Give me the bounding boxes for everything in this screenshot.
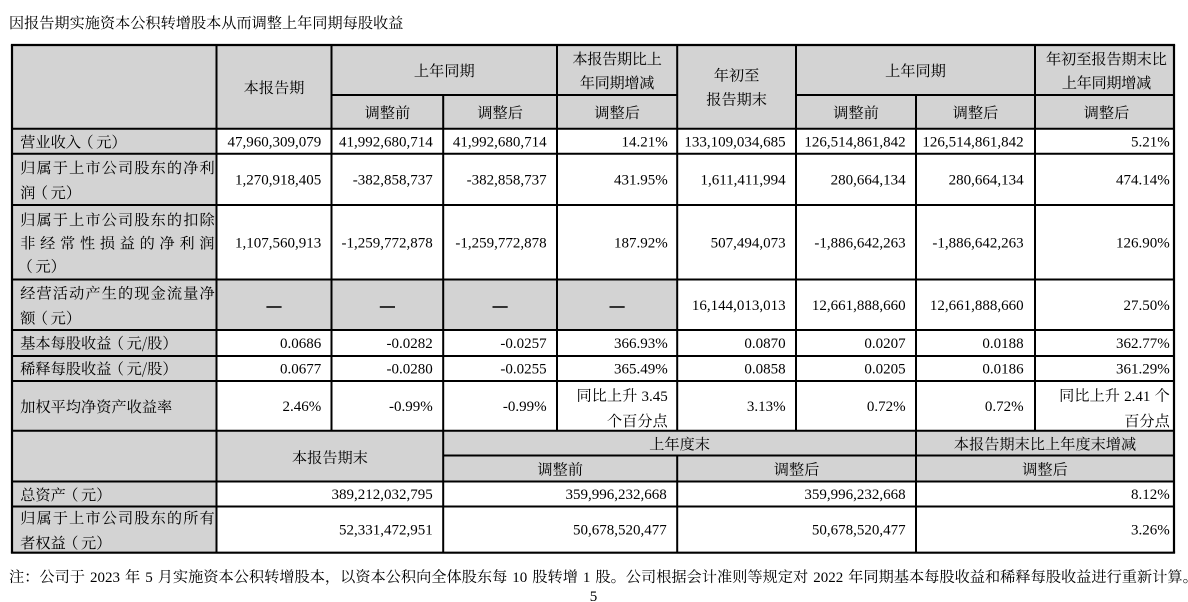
- svg-text:2.41: 2.41: [1124, 389, 1150, 405]
- svg-text:41,992,680,714: 41,992,680,714: [453, 134, 547, 150]
- svg-text:52,331,472,951: 52,331,472,951: [339, 523, 433, 539]
- svg-text:0.0858: 0.0858: [744, 362, 785, 378]
- svg-text:0.0186: 0.0186: [982, 362, 1024, 378]
- svg-text:-1,886,642,263: -1,886,642,263: [932, 235, 1023, 251]
- svg-text:366.93%: 366.93%: [614, 336, 668, 352]
- svg-text:5: 5: [145, 570, 153, 586]
- svg-text:126,514,861,842: 126,514,861,842: [804, 134, 905, 150]
- svg-text:431.95%: 431.95%: [614, 173, 668, 189]
- svg-text:3.13%: 3.13%: [747, 399, 786, 415]
- svg-text:2.46%: 2.46%: [283, 399, 322, 415]
- svg-text:280,664,134: 280,664,134: [831, 173, 907, 189]
- svg-text:1: 1: [583, 570, 591, 586]
- svg-text:0.0188: 0.0188: [982, 336, 1023, 352]
- svg-text:0.72%: 0.72%: [867, 399, 906, 415]
- svg-text:1,611,411,994: 1,611,411,994: [700, 173, 786, 189]
- svg-text:2022: 2022: [813, 570, 843, 586]
- svg-text:5: 5: [590, 589, 598, 602]
- svg-text:47,960,309,079: 47,960,309,079: [228, 134, 322, 150]
- svg-text:0.0870: 0.0870: [744, 336, 785, 352]
- svg-text:365.49%: 365.49%: [614, 362, 668, 378]
- svg-text:507,494,073: 507,494,073: [711, 235, 786, 251]
- svg-text:10: 10: [512, 570, 527, 586]
- svg-text:-0.0282: -0.0282: [387, 336, 433, 352]
- svg-text:27.50%: 27.50%: [1124, 298, 1170, 314]
- svg-text:0.0207: 0.0207: [864, 336, 906, 352]
- svg-text:-1,259,772,878: -1,259,772,878: [342, 235, 433, 251]
- svg-text:389,212,032,795: 389,212,032,795: [332, 487, 433, 503]
- svg-text:361.29%: 361.29%: [1116, 362, 1170, 378]
- svg-text:280,664,134: 280,664,134: [949, 173, 1025, 189]
- svg-text:50,678,520,477: 50,678,520,477: [812, 523, 906, 539]
- svg-text:474.14%: 474.14%: [1116, 173, 1170, 189]
- svg-text:187.92%: 187.92%: [614, 235, 668, 251]
- svg-text:12,661,888,660: 12,661,888,660: [812, 298, 906, 314]
- svg-text:3.45: 3.45: [642, 389, 668, 405]
- svg-text:3.26%: 3.26%: [1131, 523, 1170, 539]
- svg-text:0.72%: 0.72%: [985, 399, 1024, 415]
- svg-text:126,514,861,842: 126,514,861,842: [922, 134, 1023, 150]
- svg-text:359,996,232,668: 359,996,232,668: [804, 487, 905, 503]
- svg-text:133,109,034,685: 133,109,034,685: [684, 134, 785, 150]
- svg-text:-0.0255: -0.0255: [500, 362, 546, 378]
- svg-text:1,107,560,913: 1,107,560,913: [235, 235, 321, 251]
- svg-text:-0.99%: -0.99%: [503, 399, 547, 415]
- svg-text:-0.0257: -0.0257: [500, 336, 547, 352]
- svg-text:12,661,888,660: 12,661,888,660: [930, 298, 1024, 314]
- svg-text:16,144,013,013: 16,144,013,013: [692, 298, 786, 314]
- svg-text:362.77%: 362.77%: [1116, 336, 1170, 352]
- svg-text:41,992,680,714: 41,992,680,714: [339, 134, 433, 150]
- svg-text:2023: 2023: [90, 570, 120, 586]
- svg-text:-1,886,642,263: -1,886,642,263: [814, 235, 905, 251]
- svg-text:-1,259,772,878: -1,259,772,878: [455, 235, 546, 251]
- svg-text:-382,858,737: -382,858,737: [353, 173, 433, 189]
- svg-text:0.0205: 0.0205: [864, 362, 905, 378]
- svg-text:359,996,232,668: 359,996,232,668: [566, 487, 667, 503]
- svg-text:5.21%: 5.21%: [1131, 134, 1170, 150]
- svg-text:-0.99%: -0.99%: [389, 399, 433, 415]
- svg-text:0.0677: 0.0677: [280, 362, 322, 378]
- svg-text:0.0686: 0.0686: [280, 336, 322, 352]
- svg-text:8.12%: 8.12%: [1131, 487, 1170, 503]
- svg-text:50,678,520,477: 50,678,520,477: [573, 523, 667, 539]
- svg-text:-0.0280: -0.0280: [387, 362, 433, 378]
- svg-text:1,270,918,405: 1,270,918,405: [235, 173, 321, 189]
- svg-text:126.90%: 126.90%: [1116, 235, 1170, 251]
- svg-text:14.21%: 14.21%: [621, 134, 667, 150]
- svg-text:-382,858,737: -382,858,737: [467, 173, 547, 189]
